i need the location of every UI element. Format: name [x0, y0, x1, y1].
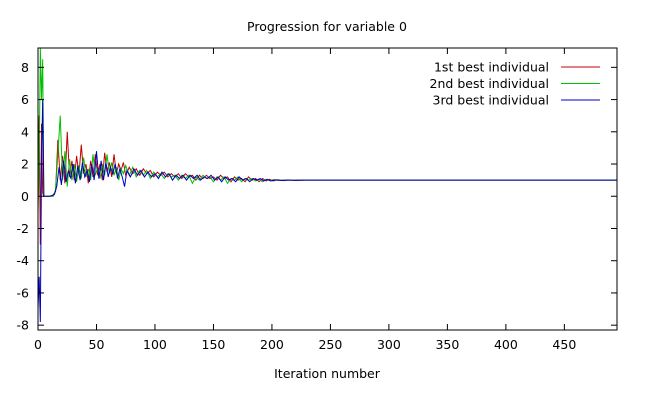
x-tick-label: 400	[494, 337, 518, 352]
x-tick-label: 0	[34, 337, 42, 352]
y-tick-label: -8	[17, 318, 30, 333]
series-line-3	[38, 99, 617, 322]
x-tick-label: 250	[318, 337, 342, 352]
x-tick-label: 350	[435, 337, 459, 352]
legend-label-3: 3rd best individual	[433, 93, 549, 108]
y-tick-label: 0	[21, 189, 29, 204]
x-tick-label: 300	[377, 337, 401, 352]
x-tick-label: 100	[143, 337, 167, 352]
y-axis: -8 -6 -4 -2 0 2 4 6 8	[17, 60, 617, 333]
y-tick-label: 8	[21, 60, 29, 75]
legend-label-2: 2nd best individual	[430, 76, 549, 91]
plot-series	[38, 48, 617, 322]
x-tick-label: 150	[202, 337, 226, 352]
chart-title: Progression for variable 0	[247, 19, 407, 34]
x-tick-label: 200	[260, 337, 284, 352]
y-tick-label: -2	[17, 221, 29, 236]
y-tick-label: 2	[21, 157, 29, 172]
y-tick-label: 6	[21, 92, 29, 107]
plot-frame	[37, 47, 618, 331]
x-axis: 0 50 100 150 200 250 300 350 400 450	[34, 48, 576, 352]
x-axis-label: Iteration number	[274, 366, 381, 381]
legend-label-1: 1st best individual	[434, 60, 549, 75]
x-tick-label: 50	[89, 337, 105, 352]
y-tick-label: -4	[17, 253, 30, 268]
y-tick-label: 4	[21, 124, 29, 139]
x-tick-label: 450	[552, 337, 576, 352]
y-tick-label: -6	[17, 285, 30, 300]
